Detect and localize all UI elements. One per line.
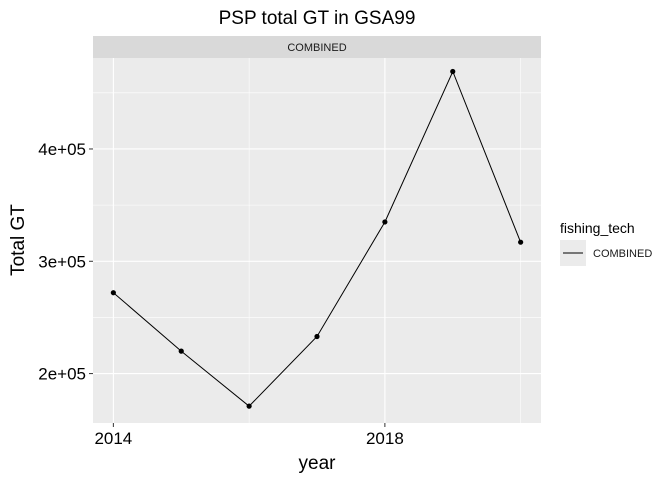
y-axis-title: Total GT — [8, 204, 29, 276]
plot-panel — [93, 58, 541, 423]
data-point — [382, 219, 388, 225]
x-tick-label: 2014 — [94, 429, 132, 448]
data-point — [314, 333, 320, 340]
data-point — [246, 403, 252, 409]
x-axis-title: year — [299, 453, 337, 474]
chart-title: PSP total GT in GSA99 — [219, 8, 416, 29]
data-point — [178, 348, 184, 354]
data-point — [110, 290, 116, 296]
legend: fishing_tech COMBINED — [560, 220, 652, 266]
data-point — [450, 68, 456, 75]
legend-label-combined: COMBINED — [593, 248, 652, 260]
x-tick-label: 2018 — [366, 429, 404, 448]
y-tick-label: 3e+05 — [38, 252, 86, 271]
data-point — [518, 239, 524, 245]
x-axis: 2014 2018 — [94, 423, 404, 448]
major-gridlines — [93, 58, 541, 423]
y-axis: 2e+05 3e+05 4e+05 — [38, 140, 93, 384]
y-tick-label: 2e+05 — [38, 365, 86, 384]
facet-strip-label: COMBINED — [287, 42, 346, 54]
legend-title: fishing_tech — [560, 220, 635, 236]
series-layer — [110, 68, 524, 409]
y-tick-label: 4e+05 — [38, 140, 86, 159]
facet-strip — [93, 36, 541, 58]
